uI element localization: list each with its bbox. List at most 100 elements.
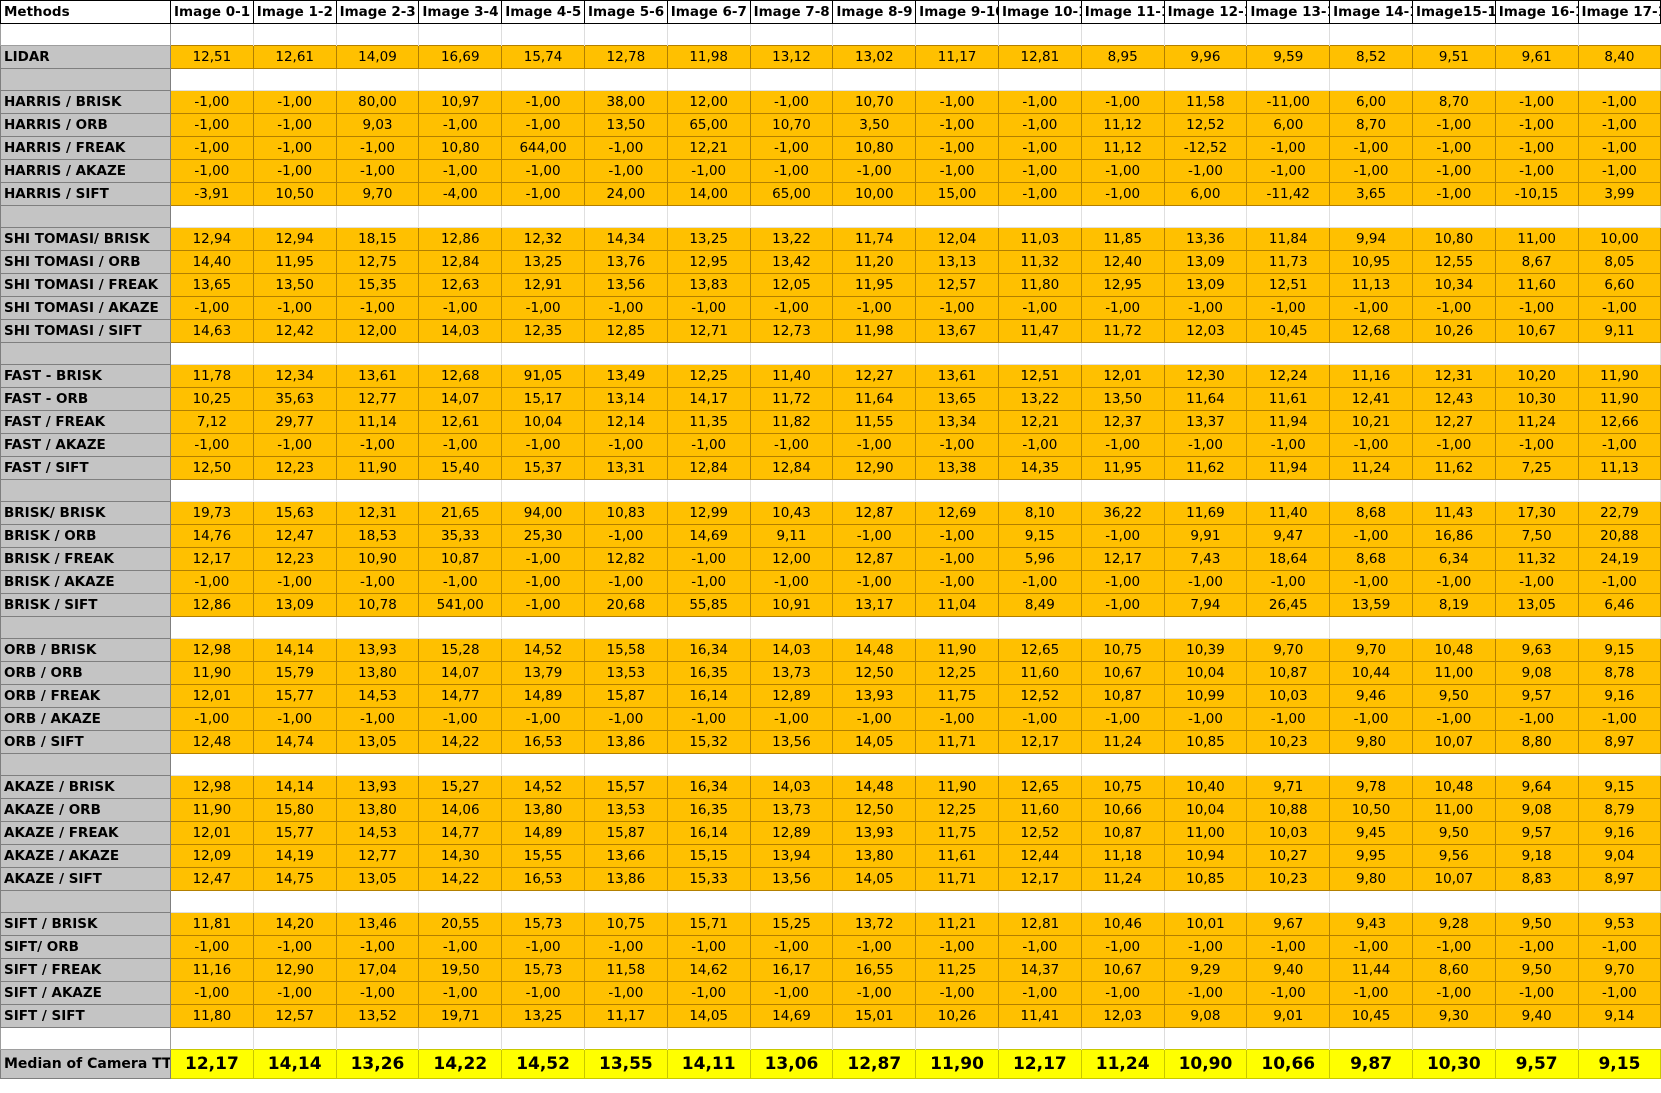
empty-cell: [1411, 23, 1496, 46]
ttc-cell: 644,00: [501, 136, 585, 160]
empty-cell: [1411, 753, 1496, 776]
ttc-cell: 12,14: [583, 410, 668, 434]
empty-cell: [583, 205, 668, 228]
empty-cell: [1080, 23, 1165, 46]
empty-cell: [749, 616, 834, 639]
ttc-cell: 11,24: [1329, 456, 1413, 480]
ttc-cell: 13,65: [915, 387, 999, 411]
ttc-cell: -1,00: [997, 90, 1082, 114]
ttc-cell: 13,22: [997, 387, 1082, 411]
empty-cell: [501, 890, 585, 913]
empty-cell: [418, 205, 503, 228]
ttc-cell: 9,03: [335, 113, 420, 137]
method-label: AKAZE / FREAK: [0, 821, 171, 845]
empty-cell: [1080, 890, 1165, 913]
empty-cell: [1246, 342, 1331, 365]
table-row: ORB / ORB 11,90 15,79 13,80 14,07 13,79 13,53 1…: [0, 661, 1661, 685]
ttc-cell: -1,00: [997, 433, 1082, 457]
ttc-cell: 12,78: [583, 45, 668, 69]
ttc-cell: 10,27: [1246, 844, 1331, 868]
ttc-cell: 9,08: [1494, 798, 1579, 822]
empty-cell: [335, 1027, 419, 1050]
ttc-cell: -1,00: [501, 182, 585, 206]
ttc-cell: 11,95: [252, 250, 337, 274]
empty-cell: [252, 1027, 337, 1050]
median-cell: 9,57: [1494, 1049, 1579, 1079]
empty-cell: [252, 205, 337, 228]
ttc-cell: 6,00: [1246, 113, 1331, 137]
ttc-cell: 10,50: [252, 182, 337, 206]
empty-cell: [1494, 479, 1579, 502]
empty-cell: [1246, 479, 1331, 502]
ttc-cell: 13,31: [583, 456, 668, 480]
table-row: AKAZE / SIFT 12,47 14,75 13,05 14,22 16,53 13,…: [0, 867, 1661, 891]
ttc-cell: 12,47: [252, 524, 337, 548]
empty-cell: [252, 753, 337, 776]
ttc-cell: 14,69: [749, 1004, 834, 1028]
ttc-cell: -1,00: [832, 570, 917, 594]
ttc-cell: -1,00: [501, 296, 585, 320]
ttc-cell: 10,90: [335, 547, 420, 571]
table-row: SIFT / SIFT 11,80 12,57 13,52 19,71 13,25 11,1…: [0, 1004, 1661, 1028]
ttc-cell: 11,72: [1080, 319, 1165, 343]
ttc-cell: 12,03: [1163, 319, 1248, 343]
ttc-cell: 9,50: [1411, 684, 1496, 708]
ttc-cell: 11,00: [1494, 227, 1579, 251]
ttc-cell: 11,44: [1329, 958, 1413, 982]
empty-cell: [583, 616, 668, 639]
ttc-cell: 13,66: [583, 844, 668, 868]
empty-cell: [1577, 616, 1661, 639]
ttc-cell: 10,44: [1329, 661, 1413, 685]
empty-cell: [832, 479, 917, 502]
empty-cell: [1411, 342, 1496, 365]
empty-cell: [915, 753, 999, 776]
column-header: Image 6-7: [666, 0, 751, 24]
ttc-cell: 9,51: [1411, 45, 1496, 69]
ttc-cell: -1,00: [1163, 296, 1248, 320]
ttc-cell: -1,00: [252, 159, 337, 183]
empty-cell: [666, 616, 751, 639]
method-label: SHI TOMASI / SIFT: [0, 319, 171, 343]
empty-cell: [666, 890, 751, 913]
ttc-cell: 12,17: [997, 867, 1082, 891]
ttc-cell: -1,00: [997, 981, 1082, 1005]
empty-cell: [915, 1027, 999, 1050]
ttc-cell: -1,00: [1411, 570, 1496, 594]
median-cell: 11,90: [915, 1049, 999, 1079]
median-cell: 12,17: [997, 1049, 1082, 1079]
ttc-cell: 13,80: [335, 661, 420, 685]
method-label: AKAZE / ORB: [0, 798, 171, 822]
header-row: Methods Image 0-1 Image 1-2 Image 2-3 Image …: [0, 0, 1661, 24]
ttc-cell: 13,93: [335, 638, 420, 662]
ttc-cell: 12,17: [1080, 547, 1165, 571]
ttc-cell: 13,86: [583, 867, 668, 891]
ttc-cell: 13,56: [749, 867, 834, 891]
ttc-cell: -1,00: [1080, 593, 1165, 617]
ttc-cell: -1,00: [997, 182, 1082, 206]
ttc-cell: 11,60: [1494, 273, 1579, 297]
method-label: ORB / BRISK: [0, 638, 171, 662]
separator-row: [0, 753, 1661, 776]
ttc-cell: 8,80: [1494, 730, 1579, 754]
ttc-cell: 12,23: [252, 547, 337, 571]
ttc-cell: 9,50: [1411, 821, 1496, 845]
ttc-cell: 8,68: [1329, 547, 1413, 571]
ttc-cell: 13,12: [749, 45, 834, 69]
ttc-cell: -1,00: [1411, 935, 1496, 959]
ttc-cell: 21,65: [418, 501, 503, 525]
ttc-cell: -1,00: [170, 296, 254, 320]
median-cell: 10,30: [1411, 1049, 1496, 1079]
empty-cell: [832, 890, 917, 913]
empty-cell: [832, 23, 916, 46]
ttc-cell: -1,00: [666, 547, 751, 571]
empty-cell: [335, 68, 420, 91]
ttc-cell: 14,89: [501, 821, 585, 845]
ttc-cell: 14,35: [997, 456, 1082, 480]
ttc-cell: 12,41: [1329, 387, 1413, 411]
empty-cell: [418, 479, 503, 502]
method-label: LIDAR: [0, 45, 171, 69]
ttc-cell: -1,00: [1246, 433, 1331, 457]
ttc-cell: -1,00: [1411, 296, 1496, 320]
column-header: Image 0-1: [170, 0, 254, 24]
ttc-cell: -1,00: [997, 296, 1082, 320]
